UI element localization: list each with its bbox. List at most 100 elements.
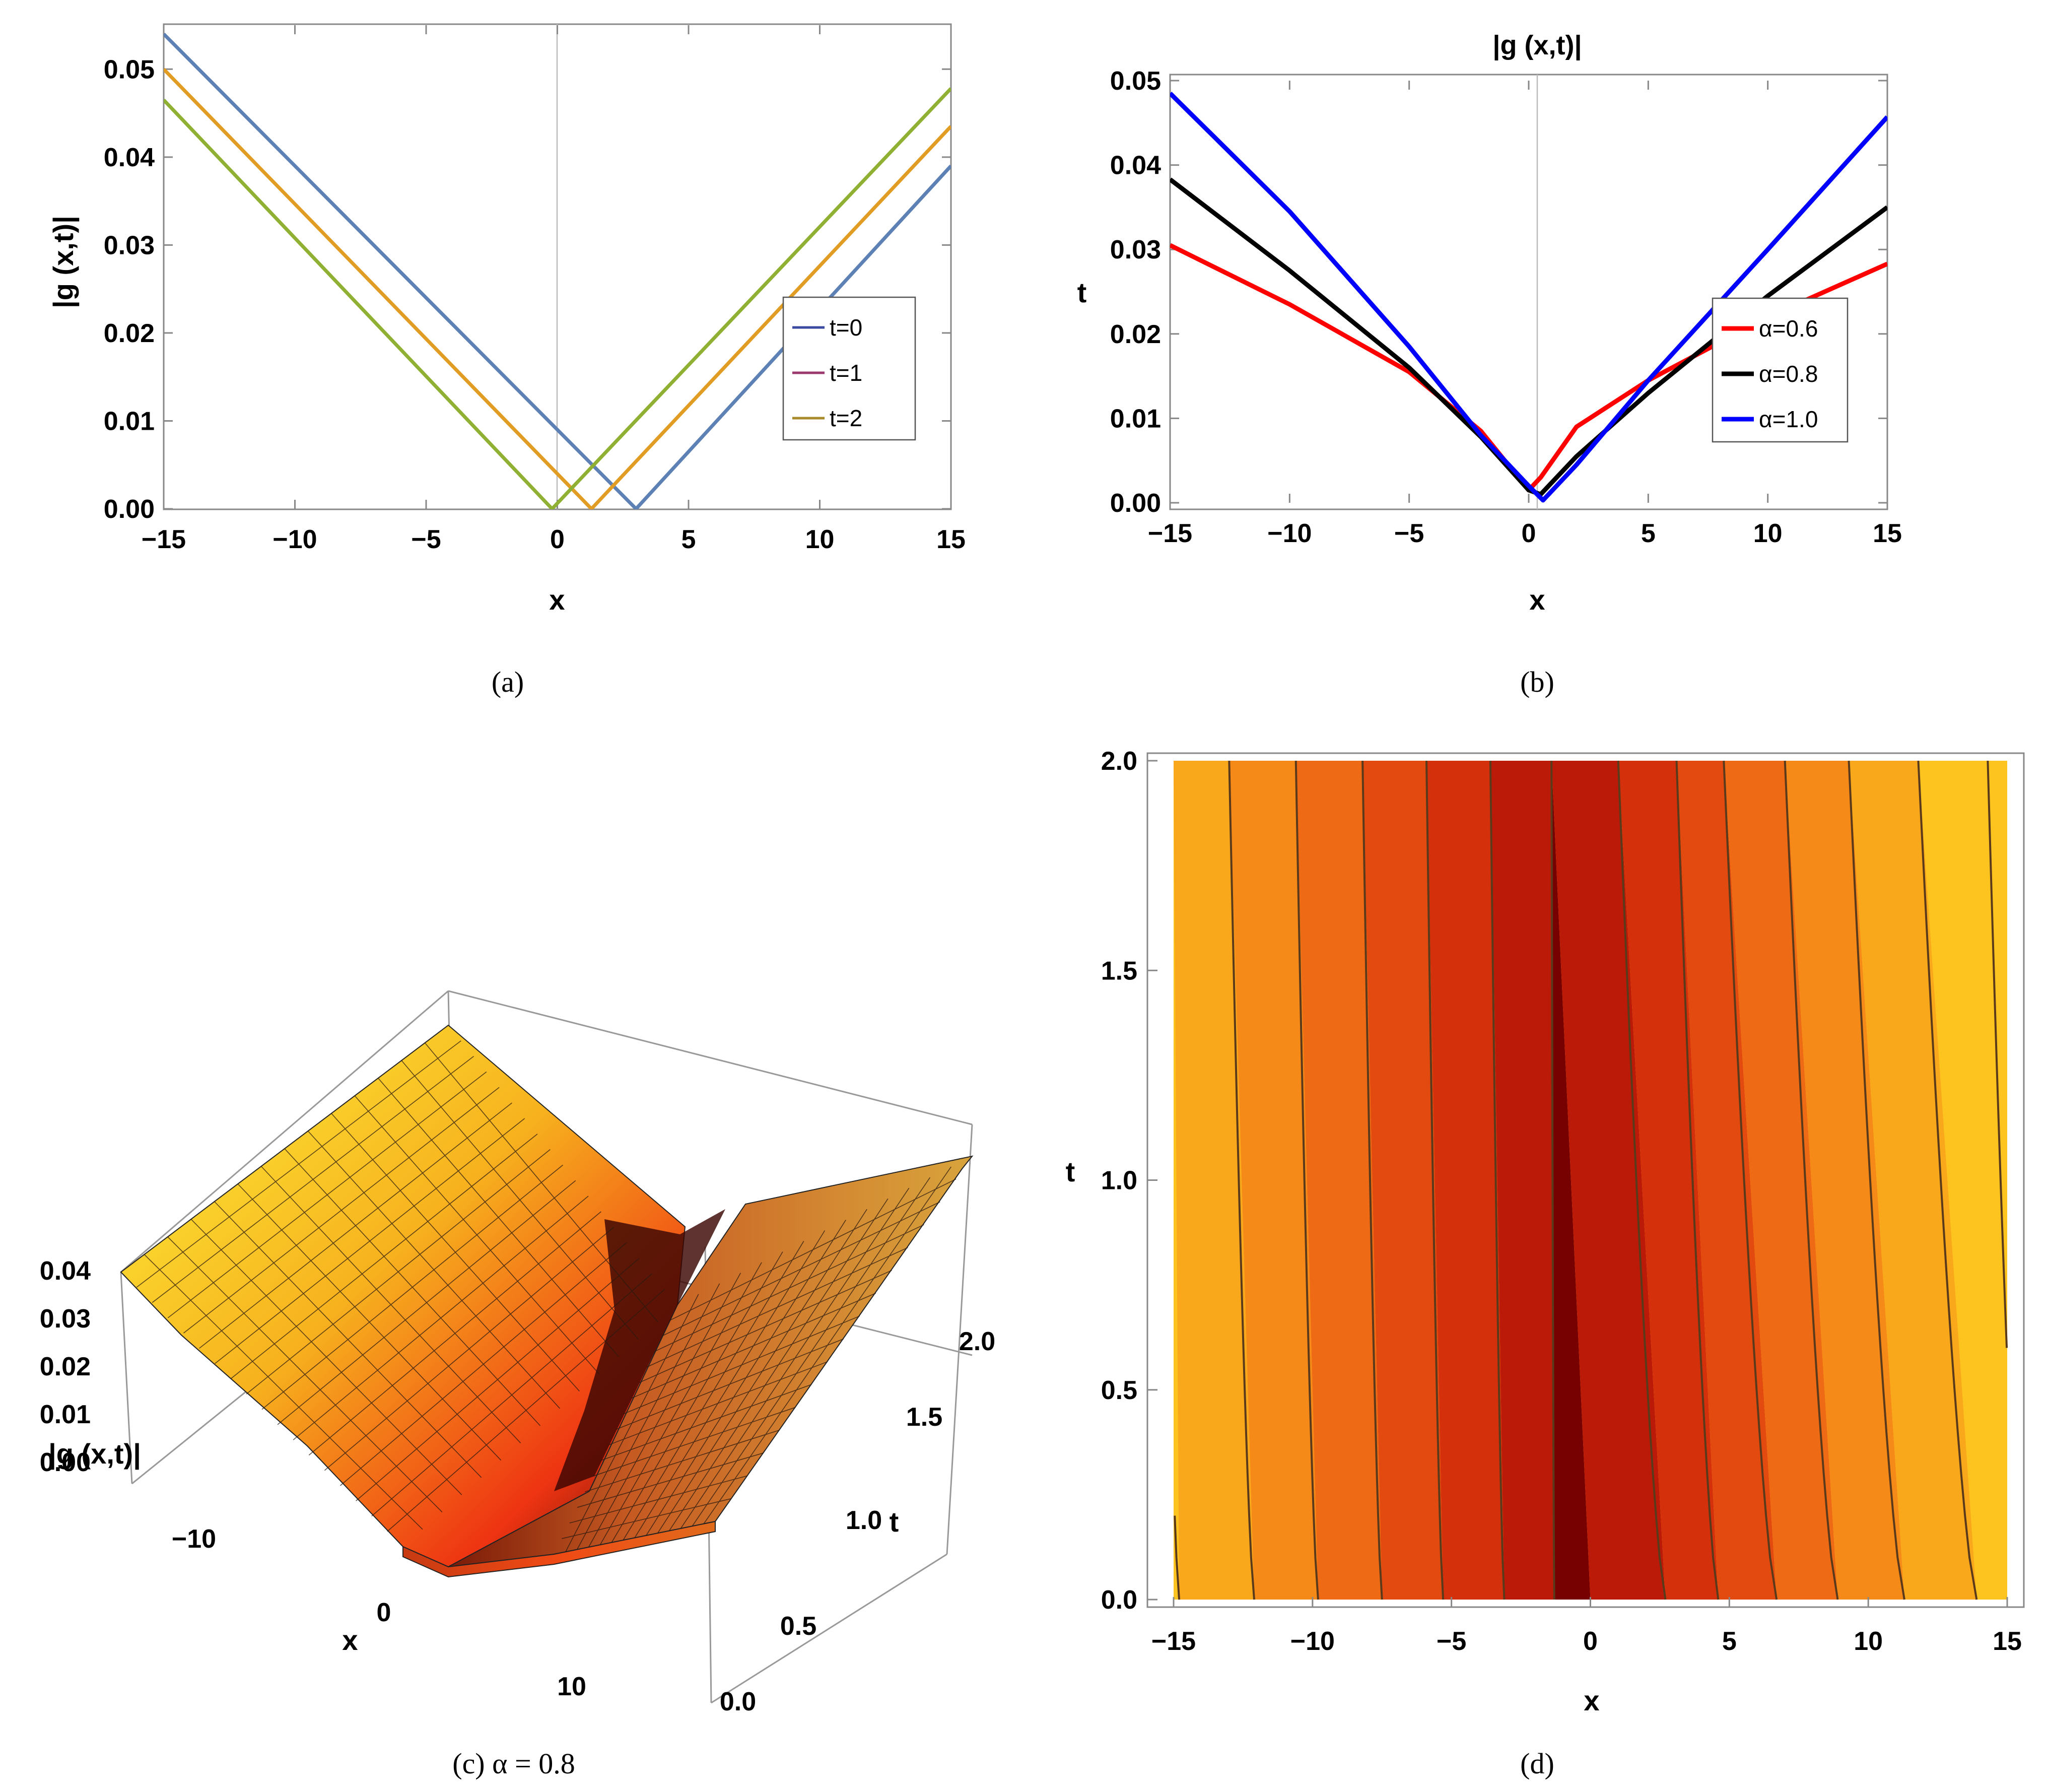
x-tick-label: −10	[172, 1524, 216, 1554]
y-tick-label: 0.05	[104, 55, 155, 84]
x-tick-label: 5	[1722, 1627, 1737, 1656]
y-tick-label: 0.00	[1110, 489, 1161, 518]
series-line-t=1	[164, 68, 951, 509]
contour-line	[1848, 760, 1905, 1600]
z-tick-label: 0.03	[40, 1304, 91, 1334]
contour-lines	[1174, 760, 2008, 1600]
x-tick-label: 5	[1641, 519, 1656, 548]
contour-line	[1489, 760, 1506, 1600]
x-tick-label: 0	[1522, 519, 1536, 548]
legend-label: t=2	[830, 405, 862, 431]
contour-band	[1229, 761, 1318, 1600]
contour-line	[1228, 760, 1255, 1600]
x-tick-label: 10	[805, 525, 835, 554]
t-tick-label: 0.5	[780, 1612, 816, 1641]
z-axis-label: |ɡ (x,t)|	[48, 1438, 141, 1470]
x-axis-label: x	[549, 584, 565, 616]
x-tick-label: 0	[550, 525, 565, 554]
contour-band	[1618, 761, 1719, 1600]
contour-band	[1988, 761, 2007, 1600]
surface-valley	[554, 1209, 725, 1491]
y-axis-label: t	[1077, 277, 1087, 308]
t-tick-label: 2.0	[959, 1327, 995, 1356]
contour-line	[1617, 760, 1667, 1600]
chart-title: |ɡ (x,t)|	[1492, 30, 1582, 61]
legend-label: α=1.0	[1759, 406, 1818, 432]
x-tick-label: −5	[411, 525, 441, 554]
x-tick-label: −5	[1437, 1627, 1466, 1656]
legend-label: α=0.6	[1759, 315, 1818, 342]
contour-band	[1295, 761, 1382, 1600]
x-tick-label: 15	[1993, 1627, 2022, 1656]
contour-band	[1490, 761, 1554, 1600]
contour-band	[1551, 761, 1666, 1600]
series-line-t=2	[164, 87, 951, 509]
y-axis-label: t	[1066, 1156, 1075, 1187]
x-tick-label: 10	[1753, 519, 1783, 548]
legend-label: t=1	[830, 360, 862, 386]
t-tick-label: 0.0	[720, 1687, 756, 1716]
legend-label: t=0	[830, 314, 862, 341]
contour-line	[1425, 760, 1445, 1600]
contour-line	[1723, 760, 1778, 1600]
contour-band	[1362, 761, 1444, 1600]
y-axis-label: |ɡ (x,t)|	[47, 216, 80, 308]
x-tick-label: −5	[1394, 519, 1424, 548]
y-tick-label: 1.5	[1101, 956, 1137, 985]
caption-d: (d)	[1520, 1747, 1554, 1780]
z-tick-label: 0.01	[40, 1400, 91, 1429]
panel-a: 0.000.010.020.030.040.05 −15 −10 −5 0 5 10 15 …	[47, 23, 966, 698]
contour-band	[1724, 761, 1838, 1600]
y-tick-label: 0.02	[104, 319, 155, 348]
surface-mesh	[136, 1040, 957, 1552]
contour-line	[1784, 760, 1839, 1600]
z-tick-label: 0.04	[40, 1256, 91, 1286]
x-axis-label: x	[1529, 584, 1545, 616]
surface-front-face	[402, 1520, 716, 1578]
x-tick-label: −15	[142, 525, 186, 554]
panel-d: 0.0 0.5 1.0 1.5 2.0 −15 −10 −5 0 5 10 15 t x (d)	[1066, 747, 2025, 1780]
y-tick-label: 0.00	[104, 495, 155, 524]
z-tick-label: 0.00	[40, 1448, 91, 1477]
y-axis-label: t	[890, 1506, 899, 1538]
x-axis-label: x	[342, 1624, 358, 1656]
y-tick-label: 2.0	[1101, 747, 1137, 776]
contour-line	[1550, 760, 1555, 1600]
y-tick-label: 0.0	[1101, 1585, 1137, 1615]
x-tick-label: 15	[1873, 519, 1902, 548]
contour-band	[1849, 761, 1977, 1600]
x-tick-label: −10	[1290, 1627, 1335, 1656]
panel-c: 0.04 0.03 0.02 0.01 0.00 −10 0 10 0.0 0.5 1.0 1.5…	[40, 990, 995, 1780]
panel-b: |ɡ (x,t)| 0.00 0.01 0.02 0.03 0.04 0.05 −15 −1…	[1077, 30, 1902, 698]
y-tick-label: 1.0	[1101, 1166, 1137, 1196]
legend: α=0.6 α=0.8 α=1.0	[1712, 297, 1849, 443]
contour-band	[1174, 761, 1180, 1600]
y-tick-label: 0.02	[1110, 320, 1161, 349]
x-tick-label: 0	[1583, 1627, 1598, 1656]
x-axis-label: x	[1584, 1685, 1599, 1716]
caption-c: (c) α = 0.8	[452, 1747, 575, 1780]
contour-band	[1785, 761, 1904, 1600]
contour-line	[1917, 760, 1978, 1600]
caption-a: (a)	[492, 666, 524, 698]
y-tick-label: 0.04	[1110, 151, 1161, 180]
y-tick-label: 0.03	[104, 231, 155, 260]
t-tick-label: 1.0	[846, 1506, 882, 1535]
x-tick-label: 0	[377, 1598, 391, 1627]
legend: t=0 t=1 t=2	[782, 296, 916, 441]
y-tick-label: 0.05	[1110, 67, 1161, 96]
contour-band	[1676, 761, 1777, 1600]
x-tick-label: −15	[1148, 519, 1192, 548]
contour-line	[1361, 760, 1383, 1600]
x-tick-label: 15	[936, 525, 966, 554]
contour-line	[1675, 760, 1720, 1600]
y-tick-label: 0.01	[104, 407, 155, 436]
x-tick-label: 5	[681, 525, 696, 554]
series-line-t=0	[164, 32, 951, 509]
y-tick-label: 0.5	[1101, 1376, 1137, 1405]
x-tick-label: −15	[1151, 1627, 1196, 1656]
contour-band	[1918, 761, 2007, 1600]
x-tick-label: −10	[272, 525, 317, 554]
x-tick-label: −10	[1267, 519, 1312, 548]
